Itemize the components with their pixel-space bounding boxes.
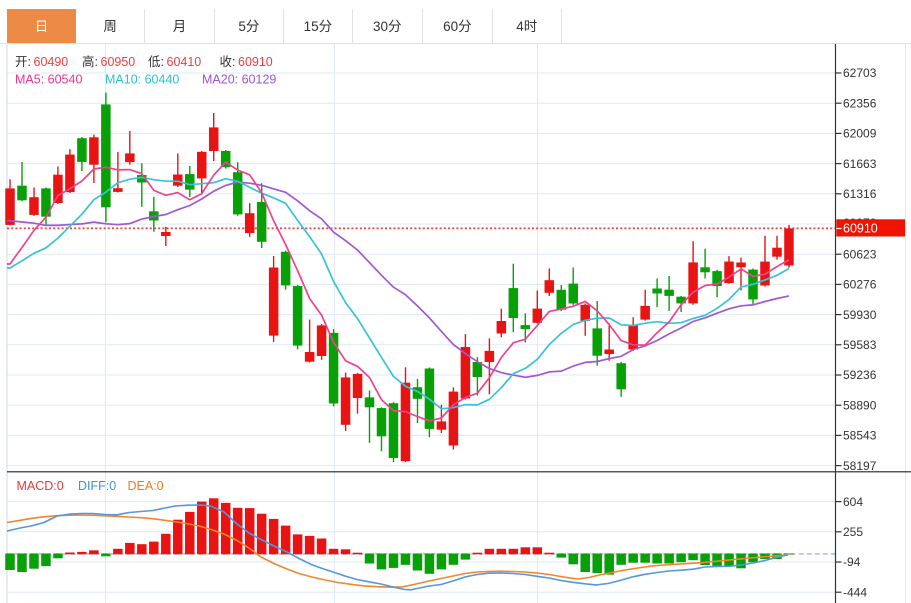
svg-text:高:: 高:	[82, 54, 98, 69]
svg-text:60410: 60410	[167, 55, 202, 69]
svg-text:62703: 62703	[843, 66, 877, 80]
svg-text:59236: 59236	[843, 368, 877, 382]
svg-text:61316: 61316	[843, 187, 877, 201]
svg-text:DIFF:0: DIFF:0	[78, 479, 116, 493]
svg-text:255: 255	[843, 525, 863, 539]
svg-text:60910: 60910	[238, 55, 273, 69]
svg-text:58890: 58890	[843, 398, 877, 412]
svg-text:59583: 59583	[843, 338, 877, 352]
svg-text:MA5: 60540: MA5: 60540	[15, 73, 82, 87]
svg-text:60276: 60276	[843, 278, 877, 292]
svg-text:MA20: 60129: MA20: 60129	[202, 73, 276, 87]
svg-text:开:: 开:	[15, 55, 31, 69]
svg-text:DEA:0: DEA:0	[128, 479, 164, 493]
svg-text:-444: -444	[843, 585, 867, 599]
svg-text:60490: 60490	[34, 55, 69, 69]
svg-text:收:: 收:	[220, 55, 236, 69]
svg-text:61663: 61663	[843, 157, 877, 171]
svg-text:62356: 62356	[843, 96, 877, 110]
svg-text:60910: 60910	[843, 221, 878, 235]
svg-text:604: 604	[843, 495, 863, 509]
svg-text:62009: 62009	[843, 127, 877, 141]
svg-text:58197: 58197	[843, 459, 877, 473]
svg-text:60950: 60950	[101, 55, 136, 69]
svg-text:MACD:0: MACD:0	[17, 479, 64, 493]
svg-text:MA10: 60440: MA10: 60440	[105, 73, 179, 87]
svg-text:-94: -94	[843, 555, 861, 569]
svg-text:59930: 59930	[843, 308, 877, 322]
svg-text:58543: 58543	[843, 429, 877, 443]
svg-text:60623: 60623	[843, 247, 877, 261]
svg-text:低:: 低:	[148, 55, 164, 69]
